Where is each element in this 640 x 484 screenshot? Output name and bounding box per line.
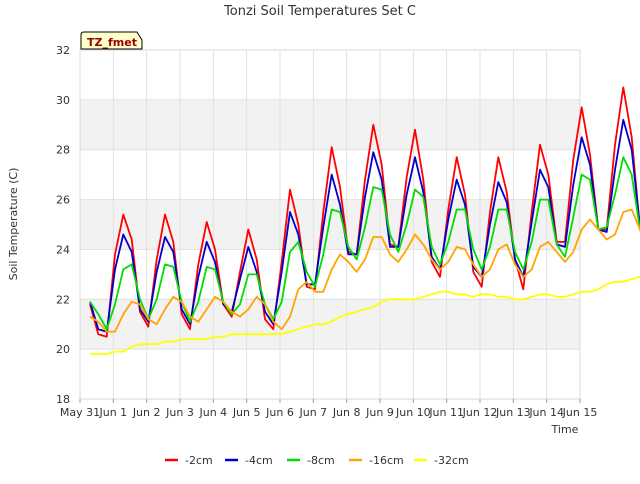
y-tick-label: 24 [56, 243, 70, 256]
series-line-2cm [89, 86, 640, 338]
legend-label: -4cm [245, 454, 273, 467]
y-tick-label: 22 [56, 293, 70, 306]
badge-label: TZ_fmet [87, 36, 137, 49]
y-tick-label: 28 [56, 144, 70, 157]
x-tick-label: Jun 13 [495, 406, 531, 419]
grid-band [80, 299, 580, 350]
y-tick-label: 18 [56, 393, 70, 406]
legend-label: -2cm [185, 454, 213, 467]
x-axis-label: Time [551, 423, 579, 436]
x-tick-label: Jun 6 [265, 406, 294, 419]
legend-label: -8cm [307, 454, 335, 467]
y-tick-label: 32 [56, 44, 70, 57]
x-tick-label: Jun 4 [198, 406, 227, 419]
chart-title: Tonzi Soil Temperatures Set C [223, 4, 416, 19]
y-tick-label: 20 [56, 343, 70, 356]
y-tick-label: 26 [56, 194, 70, 207]
x-tick-label: Jun 3 [165, 406, 194, 419]
plot-area [79, 49, 581, 400]
x-tick-label: Jun 14 [528, 406, 564, 419]
grid-band [80, 199, 580, 250]
series-line-32cm [90, 275, 640, 356]
series-line-8cm [89, 156, 640, 331]
x-tick-label: Jun 7 [298, 406, 327, 419]
legend-label: -32cm [434, 454, 469, 467]
legend: -2cm -4cm -8cm -16cm -32cm [165, 454, 469, 467]
grid-band [80, 99, 580, 150]
y-axis-label: Soil Temperature (C) [7, 168, 20, 281]
x-tick-label: Jun 12 [462, 406, 498, 419]
tz-fmet-badge: TZ_fmet [80, 31, 143, 50]
x-tick-label: Jun 2 [132, 406, 161, 419]
x-tick-label: Jun 5 [232, 406, 261, 419]
y-tick-label: 30 [56, 94, 70, 107]
x-tick-label: Jun 15 [562, 406, 598, 419]
x-tick-label: Jun 11 [428, 406, 464, 419]
x-tick-label: May 31 [60, 406, 100, 419]
x-tick-label: Jun 10 [395, 406, 431, 419]
x-tick-label: Jun 1 [98, 406, 127, 419]
series-line-16cm [89, 208, 640, 333]
legend-label: -16cm [369, 454, 404, 467]
x-tick-label: Jun 9 [365, 406, 394, 419]
x-tick-label: Jun 8 [332, 406, 361, 419]
